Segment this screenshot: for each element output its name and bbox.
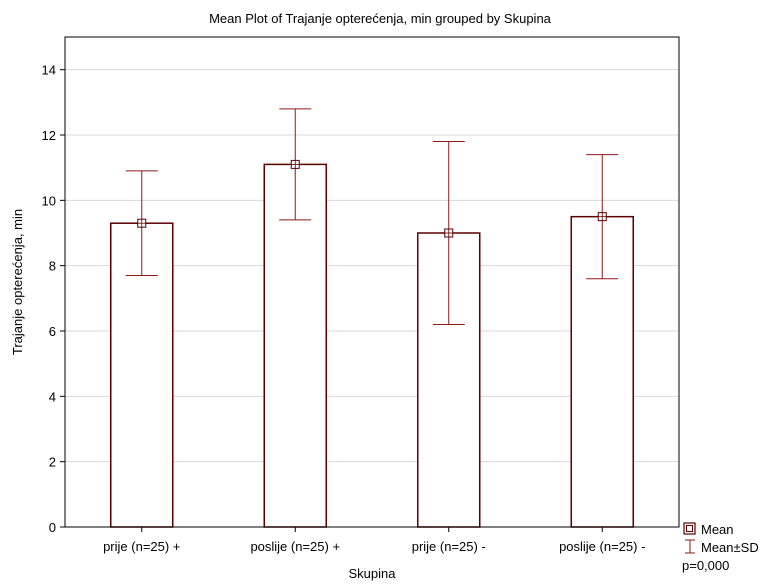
x-tick-label: poslije (n=25) +: [250, 539, 340, 554]
y-tick-label: 2: [49, 455, 56, 470]
mean-markers: [137, 159, 607, 238]
error-bars: [125, 108, 619, 325]
y-tick-label: 0: [49, 520, 56, 535]
y-tick-label: 8: [49, 259, 56, 274]
chart-title: Mean Plot of Trajanje opterećenja, min g…: [209, 11, 552, 26]
bars: [110, 163, 634, 528]
legend-sd-icon: [685, 539, 695, 554]
legend-mean-icon-inner: [686, 525, 693, 532]
y-tick-label: 4: [49, 389, 56, 404]
y-tick-label: 10: [42, 193, 56, 208]
plot-frame: [64, 36, 680, 528]
legend: Mean Mean±SD p=0,000: [682, 522, 759, 573]
y-axis-ticks: 0 2 4 6 8 10 12 14: [42, 63, 65, 535]
bar: [263, 163, 327, 528]
x-tick-label: prije (n=25) +: [103, 539, 180, 554]
x-axis-label: Skupina: [349, 566, 397, 581]
y-tick-label: 12: [42, 128, 56, 143]
y-tick-label: 6: [49, 324, 56, 339]
legend-mean-label: Mean: [701, 522, 734, 537]
y-tick-label: 14: [42, 63, 56, 78]
y-axis-label: Trajanje opterećenja, min: [10, 209, 25, 355]
legend-mean-icon: [683, 522, 696, 535]
legend-sd-label: Mean±SD: [701, 540, 759, 555]
legend-p-value: p=0,000: [682, 558, 729, 573]
x-axis-ticks: prije (n=25) + poslije (n=25) + prije (n=2…: [103, 527, 645, 554]
x-tick-label: prije (n=25) -: [412, 539, 486, 554]
x-tick-label: poslije (n=25) -: [559, 539, 645, 554]
